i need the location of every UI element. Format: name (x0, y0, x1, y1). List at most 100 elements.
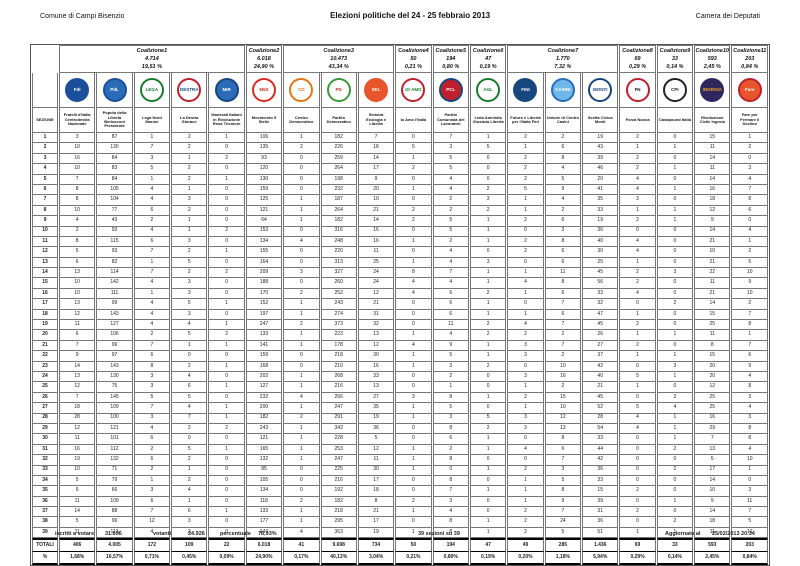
section-result-row: 39 11 113 4 2 0 243 4 363 19 1 8 1 2 5 51 1 1 11 12 (32, 527, 768, 539)
vote-count-cell: 0 (619, 299, 656, 310)
vote-count-cell: 8 (544, 153, 582, 165)
total-votes-cell: 69 (619, 538, 656, 553)
vote-count-cell: 8 (731, 423, 768, 435)
vote-count-cell: 0 (656, 236, 694, 248)
vote-count-cell: 5 (171, 299, 208, 310)
vote-count-cell: 9 (432, 340, 469, 352)
vote-count-cell: 45 (582, 320, 619, 331)
vote-count-cell: 0 (619, 361, 656, 372)
vote-count-cell: 5 (133, 164, 171, 175)
vote-count-cell: 4 (133, 309, 171, 321)
vote-count-cell: 0 (208, 205, 245, 217)
section-number-cell: 6 (32, 184, 58, 196)
party-logo-text: FN (634, 86, 641, 92)
vote-count-cell: 132 (96, 455, 133, 466)
section-number-cell: 7 (32, 195, 58, 206)
vote-count-cell: 4 (133, 184, 171, 196)
vote-count-cell: 132 (245, 455, 283, 466)
vote-count-cell: 111 (96, 288, 133, 300)
vote-count-cell: 3 (544, 226, 582, 237)
vote-count-cell: 3 (133, 486, 171, 497)
vote-count-cell: 13 (357, 330, 395, 341)
vote-count-cell: 32 (357, 320, 395, 331)
vote-count-cell: 2 (432, 236, 469, 248)
total-votes-cell: 22 (208, 538, 245, 553)
vote-count-cell: 155 (245, 247, 283, 258)
vote-count-cell: 7 (133, 247, 171, 258)
vote-count-cell: 10 (59, 205, 96, 217)
vote-count-cell: 1 (469, 268, 507, 279)
vote-count-cell: 21 (694, 257, 731, 269)
coalition-votes: 1.770 (555, 55, 570, 62)
vote-count-cell: 1 (171, 153, 208, 165)
vote-count-cell: 0 (208, 455, 245, 466)
vote-count-cell: 1 (507, 382, 544, 393)
vote-count-cell: 243 (245, 527, 283, 539)
vote-count-cell: 1 (208, 361, 245, 372)
vote-count-cell: 134 (245, 486, 283, 497)
vote-count-cell: 118 (245, 496, 283, 508)
vote-count-cell: 11 (59, 527, 96, 539)
vote-count-cell: 12 (133, 517, 171, 528)
percent-cell: 0,14% (656, 552, 694, 566)
vote-count-cell: 4 (133, 527, 171, 539)
vote-count-cell: 6 (544, 444, 582, 456)
vote-count-cell: 1 (619, 382, 656, 393)
party-logo-cell: DESTRA (171, 73, 208, 108)
vote-count-cell: 243 (320, 299, 357, 310)
party-logo-text: M5S (259, 86, 269, 92)
vote-count-cell: 100 (96, 413, 133, 424)
vote-count-cell: 2 (731, 247, 768, 258)
vote-count-cell: 1 (656, 164, 694, 175)
party-logo-text: FINI (521, 86, 530, 92)
vote-count-cell: 33 (357, 371, 395, 383)
vote-count-cell: 2 (208, 330, 245, 341)
vote-count-cell: 1 (469, 216, 507, 227)
percent-cell: 0,29% (619, 552, 656, 566)
vote-count-cell: 4 (133, 195, 171, 206)
section-result-row: 3 16 84 3 1 2 93 0 259 14 1 5 0 2 8 39 2 0 14 0 (32, 153, 768, 165)
vote-count-cell: 3 (133, 413, 171, 424)
vote-count-cell: 2 (731, 143, 768, 154)
vote-count-cell: 1 (619, 330, 656, 341)
section-result-row: 14 13 114 7 2 2 209 3 327 24 8 7 1 1 11 45 2 3 22 10 (32, 268, 768, 279)
vote-count-cell: 2 (507, 517, 544, 528)
vote-count-cell: 13 (59, 299, 96, 310)
vote-count-cell: 182 (320, 496, 357, 508)
vote-count-cell: 12 (731, 527, 768, 539)
vote-count-cell: 1 (208, 444, 245, 456)
vote-count-cell: 0 (656, 226, 694, 237)
percent-cell: 5,94% (582, 552, 619, 566)
vote-count-cell: 2 (656, 517, 694, 528)
vote-count-cell: 105 (96, 184, 133, 196)
vote-count-cell: 7 (432, 268, 469, 279)
vote-count-cell: 17 (357, 164, 395, 175)
coalition-votes: 47 (485, 55, 492, 62)
vote-count-cell: 1 (208, 299, 245, 310)
vote-count-cell: 19 (582, 133, 619, 144)
vote-count-cell: 12 (357, 444, 395, 456)
vote-count-cell: 3 (395, 392, 432, 404)
vote-count-cell: 4 (171, 371, 208, 383)
party-name-cell: Partito Comunista dei Lavoratori (432, 108, 469, 133)
vote-count-cell: 2 (469, 423, 507, 435)
vote-count-cell: 8 (731, 382, 768, 393)
vote-count-cell: 0 (395, 320, 432, 331)
vote-count-cell: 47 (582, 309, 619, 321)
vote-count-cell: 1 (283, 309, 320, 321)
vote-count-cell: 20 (582, 174, 619, 185)
vote-count-cell: 1 (283, 444, 320, 456)
party-logo-cell: FN (619, 73, 656, 108)
vote-count-cell: 1 (208, 247, 245, 258)
vote-count-cell: 1 (469, 309, 507, 321)
section-result-row: 11 8 115 6 3 0 134 4 248 16 1 2 1 2 8 40 4 0 21 1 (32, 236, 768, 248)
vote-count-cell: 28 (59, 413, 96, 424)
vote-count-cell: 178 (320, 340, 357, 352)
vote-count-cell: 3 (507, 371, 544, 383)
coalition-percent: 43,34 % (328, 64, 349, 71)
section-result-row: 15 10 142 4 3 0 188 0 260 24 4 4 1 4 8 56 2 0 11 9 (32, 278, 768, 289)
party-name-cell: Popolo della Libertà Berlusconi Presiden… (96, 108, 133, 133)
vote-count-cell: 2 (469, 288, 507, 300)
vote-count-cell: 2 (619, 164, 656, 175)
vote-count-cell: 7 (544, 455, 582, 466)
